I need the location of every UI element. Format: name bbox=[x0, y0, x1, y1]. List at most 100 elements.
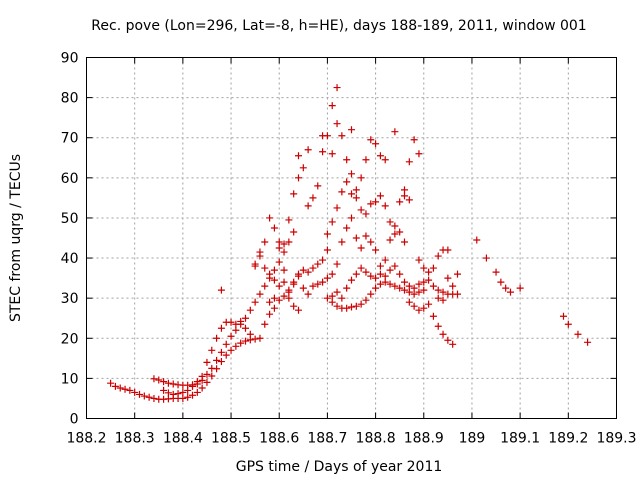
data-point bbox=[246, 330, 254, 338]
grid-lines bbox=[86, 57, 617, 419]
data-point bbox=[328, 218, 336, 226]
data-point bbox=[372, 284, 380, 292]
x-tick-label: 189.2 bbox=[548, 431, 588, 447]
data-point bbox=[357, 174, 365, 182]
data-point bbox=[275, 238, 283, 246]
data-point bbox=[217, 348, 225, 356]
data-point bbox=[290, 228, 298, 236]
data-point bbox=[449, 282, 457, 290]
data-point bbox=[333, 260, 341, 268]
data-point bbox=[391, 230, 399, 238]
data-point bbox=[367, 200, 375, 208]
data-point bbox=[386, 218, 394, 226]
y-tick-label: 30 bbox=[61, 291, 79, 307]
data-point bbox=[198, 384, 206, 392]
data-point bbox=[304, 146, 312, 154]
data-point bbox=[193, 378, 201, 386]
data-point bbox=[444, 336, 452, 344]
data-point bbox=[227, 318, 235, 326]
data-point bbox=[164, 389, 172, 397]
data-point bbox=[323, 230, 331, 238]
data-point bbox=[150, 394, 158, 402]
data-point bbox=[155, 376, 163, 384]
x-tick-label: 189.1 bbox=[500, 431, 540, 447]
data-point bbox=[107, 379, 115, 387]
data-point bbox=[516, 284, 524, 292]
data-point bbox=[270, 304, 278, 312]
data-point bbox=[266, 310, 274, 318]
data-point bbox=[232, 342, 240, 350]
data-point bbox=[362, 296, 370, 304]
data-point bbox=[497, 278, 505, 286]
x-tick-label: 188.9 bbox=[404, 431, 444, 447]
data-point bbox=[333, 120, 341, 128]
y-tick-label: 70 bbox=[61, 131, 79, 147]
data-point bbox=[420, 304, 428, 312]
data-point bbox=[473, 236, 481, 244]
data-point bbox=[425, 276, 433, 284]
data-point bbox=[222, 340, 230, 348]
chart-title: Rec. pove (Lon=296, Lat=-8, h=HE), days … bbox=[91, 18, 586, 34]
data-point bbox=[309, 264, 317, 272]
data-point bbox=[203, 370, 211, 378]
data-points bbox=[107, 84, 592, 403]
data-point bbox=[376, 262, 384, 270]
data-point bbox=[328, 298, 336, 306]
data-point bbox=[352, 302, 360, 310]
y-tick-label: 60 bbox=[61, 171, 79, 187]
data-point bbox=[381, 156, 389, 164]
data-point bbox=[386, 280, 394, 288]
data-point bbox=[242, 314, 249, 322]
data-point bbox=[290, 278, 298, 286]
data-point bbox=[121, 385, 129, 393]
data-point bbox=[367, 238, 375, 246]
data-point bbox=[367, 136, 375, 144]
data-point bbox=[439, 296, 447, 304]
data-point bbox=[439, 330, 447, 338]
data-point bbox=[266, 298, 274, 306]
data-point bbox=[213, 334, 221, 342]
data-point bbox=[338, 188, 346, 196]
data-point bbox=[237, 317, 245, 325]
data-point bbox=[367, 290, 375, 298]
y-tick-label: 90 bbox=[61, 51, 79, 67]
data-point bbox=[381, 256, 389, 264]
data-point bbox=[184, 393, 192, 401]
data-point bbox=[357, 244, 365, 252]
data-point bbox=[391, 222, 399, 230]
data-point bbox=[352, 234, 360, 242]
data-point bbox=[401, 278, 408, 286]
x-tick-label: 188.2 bbox=[66, 431, 106, 447]
data-point bbox=[410, 284, 418, 292]
data-point bbox=[164, 379, 172, 387]
data-point bbox=[304, 268, 312, 276]
data-point bbox=[367, 272, 375, 280]
data-point bbox=[372, 274, 380, 282]
x-tick-label: 188.6 bbox=[259, 431, 299, 447]
data-point bbox=[434, 252, 442, 260]
data-point bbox=[203, 358, 211, 366]
data-point bbox=[362, 210, 370, 218]
data-point bbox=[256, 334, 264, 342]
data-point bbox=[449, 340, 457, 348]
data-point bbox=[116, 384, 124, 392]
data-point bbox=[285, 294, 293, 302]
y-axis-label: STEC from uqrg / TECUs bbox=[8, 154, 24, 322]
data-point bbox=[405, 282, 413, 290]
data-point bbox=[444, 274, 452, 282]
y-tick-label: 80 bbox=[61, 91, 79, 107]
data-point bbox=[295, 306, 302, 314]
data-point bbox=[391, 128, 399, 136]
data-point bbox=[323, 274, 331, 282]
data-point bbox=[348, 303, 355, 311]
data-point bbox=[261, 238, 269, 246]
data-point bbox=[381, 272, 389, 280]
data-point bbox=[285, 216, 293, 224]
data-point bbox=[434, 322, 442, 330]
data-point bbox=[328, 102, 336, 110]
data-point bbox=[261, 320, 269, 328]
data-point bbox=[352, 270, 360, 278]
x-tick-label: 188.7 bbox=[307, 431, 347, 447]
data-point bbox=[319, 256, 327, 264]
x-axis-label: GPS time / Days of year 2011 bbox=[236, 459, 443, 475]
